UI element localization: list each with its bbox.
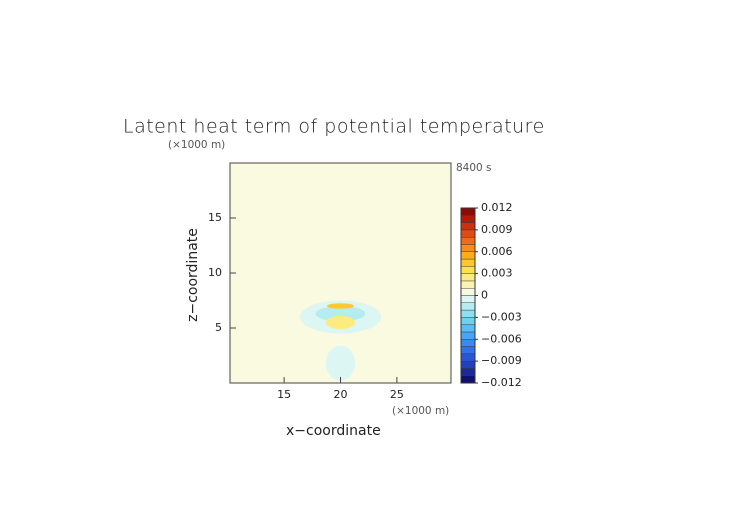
y-tick-label: 5 <box>215 321 222 334</box>
colorbar-band <box>460 251 476 260</box>
time-label: 8400 s <box>456 162 492 174</box>
colorbar-band <box>460 353 476 362</box>
x-tick-label: 15 <box>277 388 291 401</box>
x-axis-label: x−coordinate <box>286 423 381 439</box>
colorbar-band <box>460 207 476 216</box>
colorbar-band <box>460 360 476 369</box>
colorbar-label: −0.009 <box>481 354 522 367</box>
y-unit: (×1000 m) <box>168 139 225 151</box>
colorbar-band <box>460 375 476 384</box>
contour-region <box>315 306 366 322</box>
colorbar-band <box>460 236 476 245</box>
colorbar-label: −0.012 <box>481 376 522 389</box>
colorbar-label: 0.003 <box>481 267 513 280</box>
chart-title: Latent heat term of potential temperatur… <box>123 116 545 138</box>
contour-region <box>325 345 356 381</box>
colorbar-label: 0.009 <box>481 223 513 236</box>
colorbar-label: −0.003 <box>481 310 522 323</box>
colorbar-band <box>460 346 476 355</box>
y-axis-label: z−coordinate <box>185 228 201 322</box>
colorbar-band <box>460 288 476 296</box>
y-tick-label: 10 <box>208 266 222 279</box>
colorbar-band <box>460 295 476 303</box>
colorbar-band <box>460 222 476 231</box>
x-unit: (×1000 m) <box>392 405 449 417</box>
colorbar-band <box>460 273 476 282</box>
y-tick-label: 15 <box>208 211 222 224</box>
colorbar-label: 0.012 <box>481 201 513 214</box>
colorbar-band <box>460 317 476 325</box>
colorbar-band <box>460 309 476 318</box>
colorbar-band <box>460 368 476 376</box>
contour-region <box>326 303 355 309</box>
colorbar-band <box>460 302 476 311</box>
colorbar-band <box>460 215 476 223</box>
colorbar-band <box>460 280 476 289</box>
x-tick-label: 20 <box>334 388 348 401</box>
colorbar-label: 0 <box>481 289 488 302</box>
contour-region <box>325 315 356 330</box>
colorbar-label: 0.006 <box>481 245 513 258</box>
colorbar-label: −0.006 <box>481 332 522 345</box>
colorbar-band <box>460 244 476 252</box>
field <box>230 163 451 383</box>
colorbar-band <box>460 324 476 333</box>
colorbar-band <box>460 331 476 340</box>
colorbar-band <box>460 339 476 347</box>
colorbar-band <box>460 258 476 267</box>
colorbar-band <box>460 229 476 238</box>
colorbar-band <box>460 266 476 274</box>
x-tick-label: 25 <box>390 388 404 401</box>
